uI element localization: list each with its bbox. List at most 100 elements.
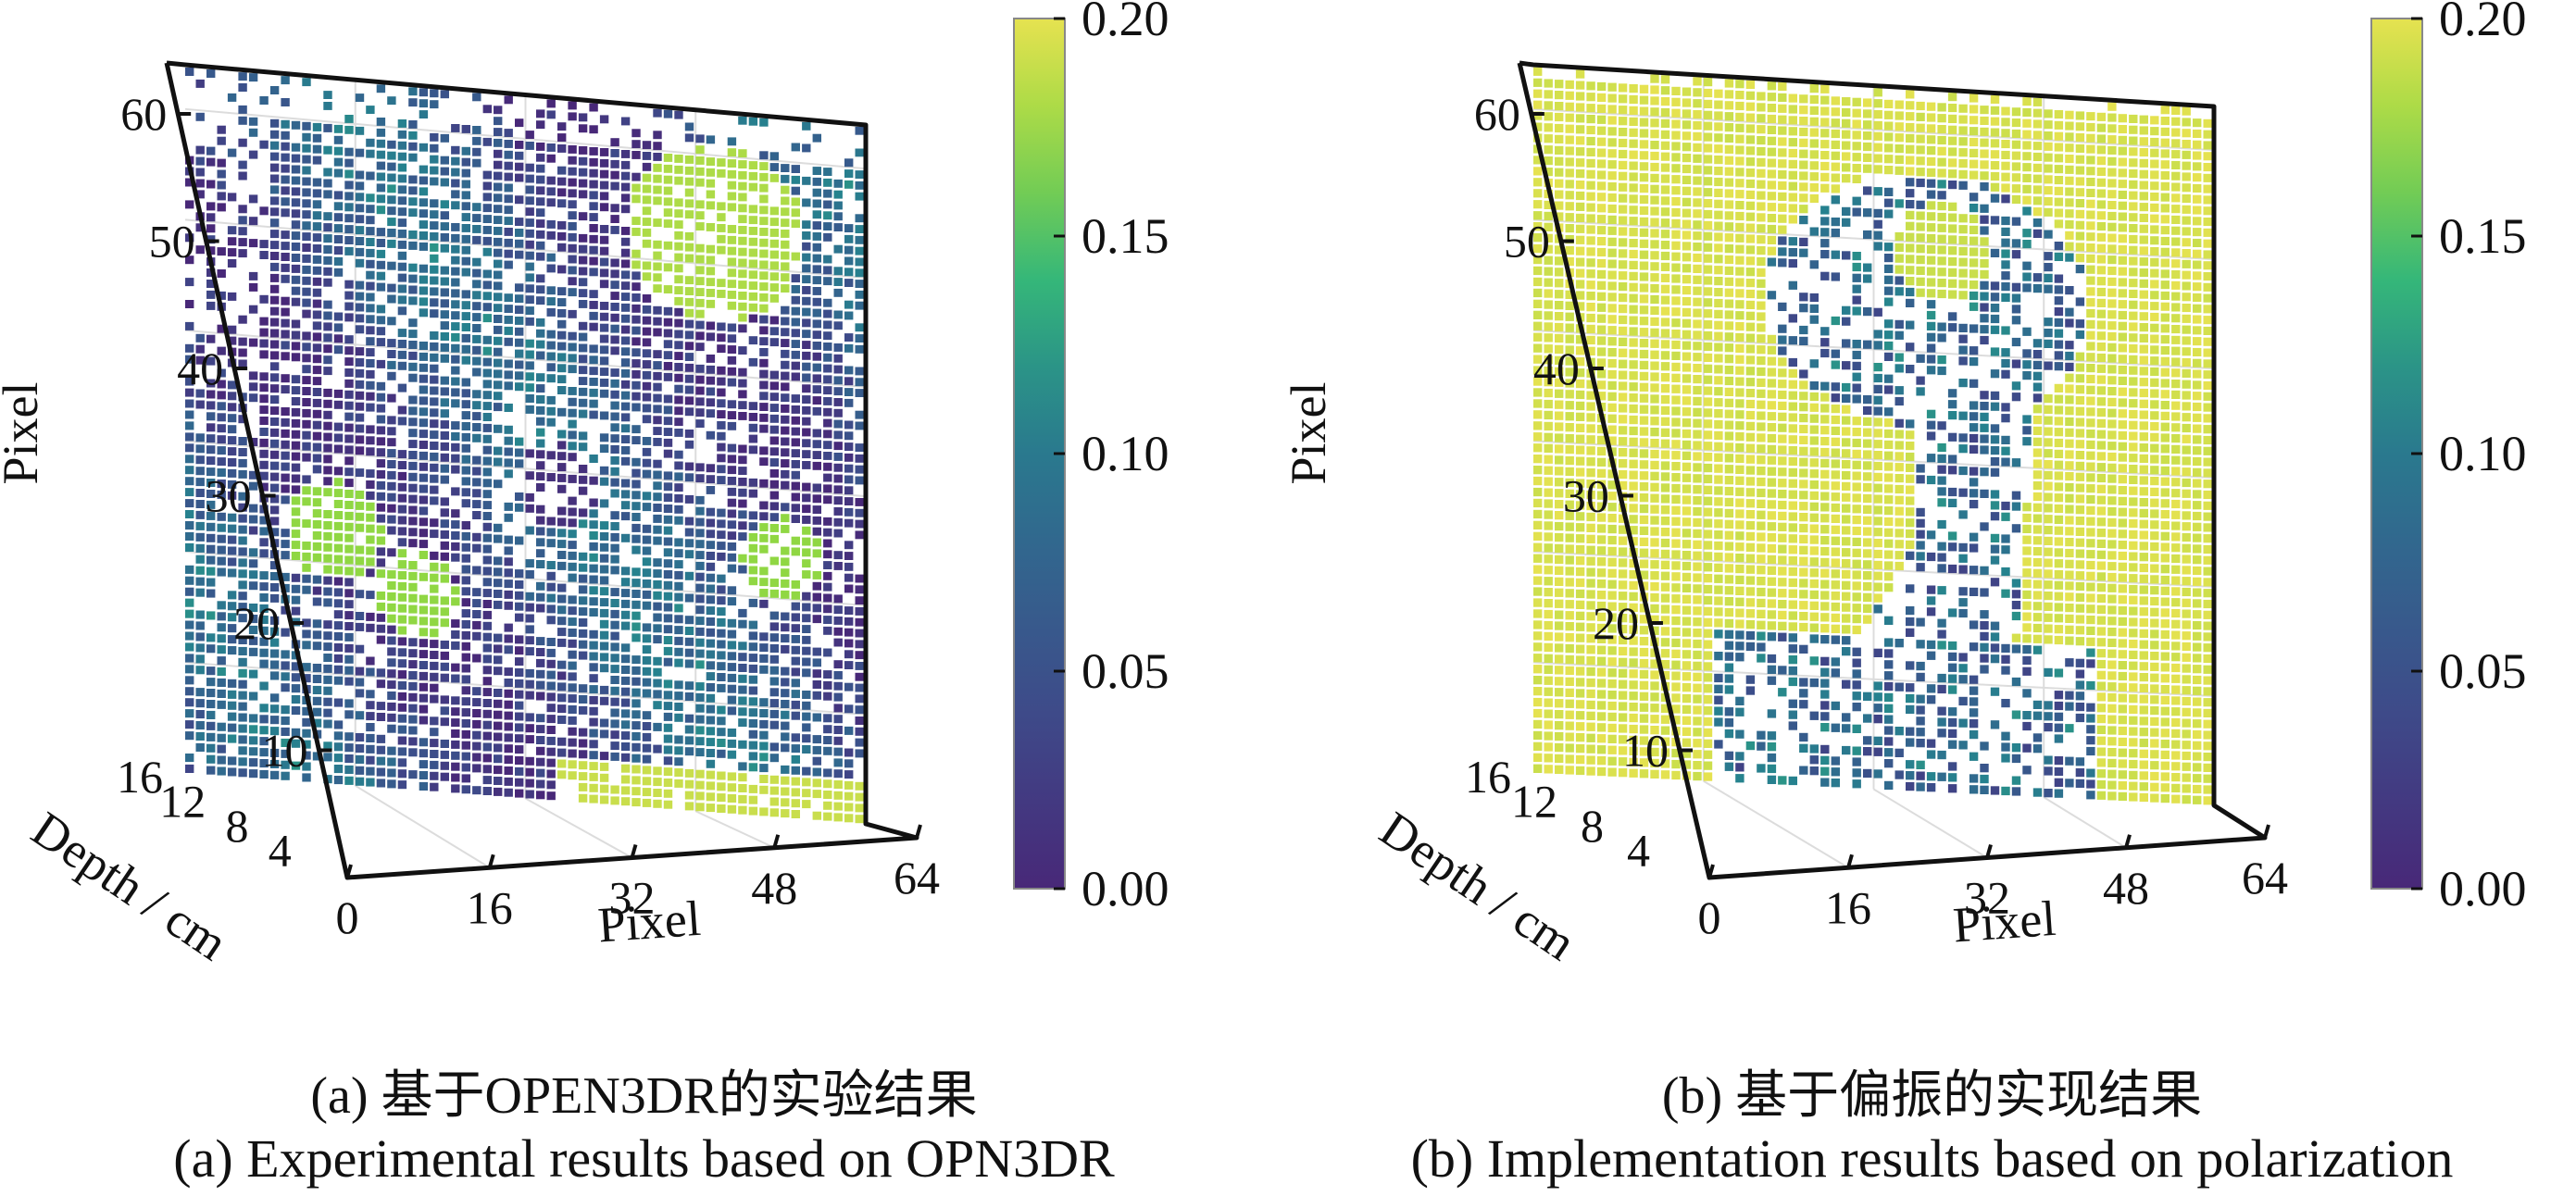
voxel (366, 591, 375, 600)
voxel (568, 606, 577, 616)
voxel (642, 788, 652, 797)
voxel (302, 751, 311, 760)
voxel (430, 518, 439, 528)
voxel (1757, 125, 1766, 134)
voxel (748, 806, 758, 816)
voxel (269, 439, 280, 448)
voxel (1555, 478, 1564, 487)
voxel (238, 448, 247, 456)
voxel (1714, 717, 1723, 727)
voxel (1639, 151, 1649, 160)
voxel (1555, 699, 1564, 708)
voxel (355, 512, 365, 521)
voxel (1618, 326, 1628, 336)
voxel (844, 169, 854, 178)
voxel (238, 205, 247, 214)
voxel (1618, 679, 1628, 689)
voxel (1788, 237, 1797, 246)
voxel (397, 637, 407, 646)
voxel (430, 739, 439, 748)
voxel (1682, 639, 1692, 648)
voxel (674, 560, 683, 569)
voxel (684, 166, 694, 175)
voxel (248, 604, 258, 613)
voxel (504, 788, 513, 797)
voxel (620, 325, 631, 334)
voxel (461, 213, 470, 221)
voxel (684, 659, 694, 668)
voxel (568, 288, 577, 297)
voxel (1671, 218, 1681, 228)
voxel (833, 387, 843, 396)
voxel (440, 651, 449, 660)
voxel (430, 595, 439, 604)
voxel (599, 257, 609, 267)
voxel (1586, 689, 1595, 699)
voxel (344, 302, 354, 311)
voxel (706, 573, 716, 582)
voxel (1788, 424, 1797, 433)
voxel (1544, 499, 1553, 508)
voxel (653, 579, 662, 589)
voxel (781, 328, 790, 337)
voxel (1565, 455, 1574, 466)
voxel (1660, 505, 1670, 515)
voxel (1565, 102, 1574, 111)
voxel (344, 214, 354, 223)
voxel (620, 150, 631, 158)
voxel (536, 219, 545, 228)
voxel (1714, 387, 1723, 396)
voxel (1693, 198, 1702, 207)
voxel (1575, 633, 1585, 642)
voxel (397, 691, 407, 701)
voxel (1596, 645, 1607, 654)
voxel (568, 397, 577, 406)
voxel (1607, 380, 1617, 391)
voxel (366, 723, 375, 732)
voxel (1575, 103, 1585, 112)
voxel (812, 779, 821, 788)
voxel (195, 500, 205, 508)
voxel (333, 467, 344, 476)
voxel (1809, 172, 1819, 181)
voxel (642, 415, 652, 424)
voxel (451, 355, 460, 364)
voxel (1714, 199, 1723, 208)
voxel (1714, 376, 1723, 385)
voxel (430, 342, 439, 351)
voxel (419, 220, 429, 229)
voxel (312, 553, 322, 562)
voxel (1767, 345, 1777, 355)
voxel (738, 149, 747, 158)
voxel (812, 516, 821, 525)
voxel (1660, 218, 1670, 228)
voxel (366, 491, 375, 500)
voxel (1629, 316, 1638, 325)
voxel (238, 503, 247, 512)
voxel (620, 698, 631, 707)
voxel (269, 384, 280, 393)
voxel (833, 474, 843, 483)
voxel (1639, 714, 1649, 723)
voxel (823, 736, 832, 744)
voxel (620, 182, 631, 192)
voxel (482, 522, 492, 531)
voxel (706, 267, 716, 276)
voxel (376, 239, 386, 247)
voxel (227, 624, 237, 633)
voxel (642, 381, 652, 391)
voxel (430, 287, 439, 296)
voxel (812, 756, 821, 766)
voxel (844, 803, 854, 812)
voxel (323, 531, 332, 541)
voxel (1724, 299, 1734, 308)
voxel (748, 336, 758, 345)
voxel (206, 710, 216, 719)
voxel (259, 759, 269, 768)
voxel (769, 786, 779, 795)
voxel (291, 342, 301, 351)
voxel (185, 377, 194, 386)
voxel (248, 691, 258, 701)
voxel (631, 579, 641, 588)
voxel (1703, 507, 1713, 517)
